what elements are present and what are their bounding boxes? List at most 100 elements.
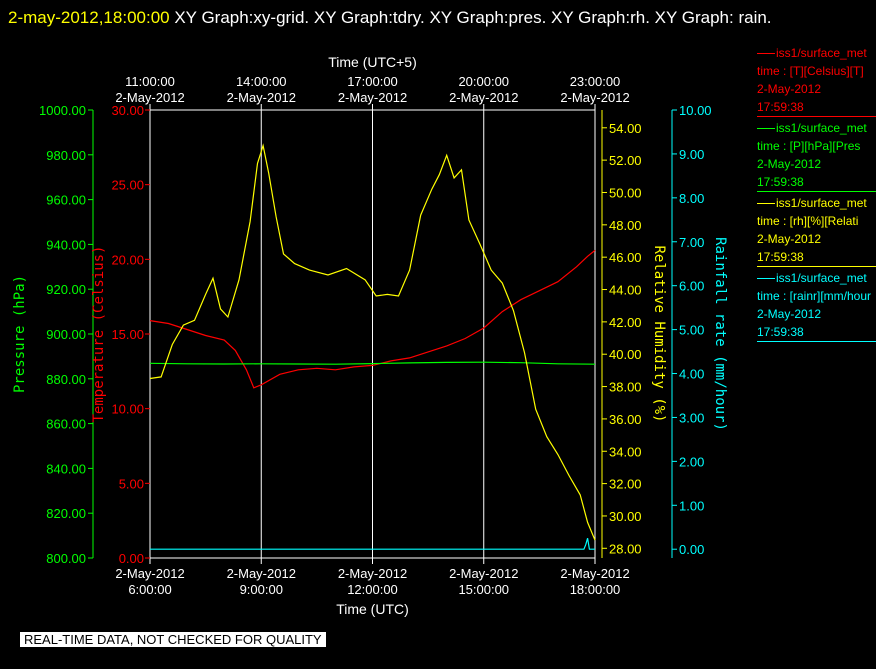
y-tick-label-rain: 5.00	[679, 323, 704, 338]
legend-header: iss1/surface_met	[757, 119, 876, 137]
y-tick-label-tdry: 30.00	[111, 103, 144, 118]
x-bottom-tick-date: 2-May-2012	[115, 566, 184, 581]
x-top-tick-time: 17:00:00	[347, 74, 398, 89]
x-top-tick-date: 2-May-2012	[560, 90, 629, 105]
x-bottom-tick-date: 2-May-2012	[449, 566, 518, 581]
y-axis-title-pres: Pressure (hPa)	[12, 275, 28, 393]
y-tick-label-rh: 38.00	[609, 380, 642, 395]
legend-name: iss1/surface_met	[776, 271, 867, 285]
x-bottom-tick-date: 2-May-2012	[338, 566, 407, 581]
legend-swatch	[757, 203, 775, 205]
legend-name: iss1/surface_met	[776, 196, 867, 210]
y-tick-label-rain: 9.00	[679, 147, 704, 162]
y-tick-label-rh: 48.00	[609, 218, 642, 233]
x-top-tick-date: 2-May-2012	[227, 90, 296, 105]
x-top-tick-time: 20:00:00	[458, 74, 509, 89]
legend-time: 17:59:38	[757, 325, 804, 339]
x-bottom-tick-time: 18:00:00	[570, 582, 621, 597]
quality-disclaimer: REAL-TIME DATA, NOT CHECKED FOR QUALITY	[20, 632, 326, 647]
legend-header: iss1/surface_met	[757, 194, 876, 212]
y-tick-label-pres: 900.00	[46, 327, 86, 342]
legend-date: 2-May-2012	[757, 232, 822, 246]
x-top-tick-date: 2-May-2012	[338, 90, 407, 105]
header-graph-list: XY Graph:xy-grid. XY Graph:tdry. XY Grap…	[174, 8, 772, 27]
y-axis-title-rh: Relative Humidity (%)	[651, 245, 667, 422]
y-tick-label-rh: 46.00	[609, 250, 642, 265]
legend-units: time : [P][hPa][Pres	[757, 139, 861, 153]
series-line-pres	[149, 361, 596, 365]
y-tick-label-rain: 0.00	[679, 542, 704, 557]
y-tick-label-rain: 4.00	[679, 367, 704, 382]
x-bottom-tick-time: 12:00:00	[347, 582, 398, 597]
legend-date: 2-May-2012	[757, 307, 822, 321]
y-tick-label-pres: 860.00	[46, 417, 86, 432]
legend-time: 17:59:38	[757, 100, 804, 114]
y-tick-label-rh: 54.00	[609, 121, 642, 136]
y-tick-label-rain: 3.00	[679, 410, 704, 425]
x-bottom-tick-time: 9:00:00	[240, 582, 283, 597]
y-tick-label-tdry: 10.00	[111, 402, 144, 417]
y-tick-label-rh: 50.00	[609, 185, 642, 200]
legend-date: 2-May-2012	[757, 82, 822, 96]
header-timestamp: 2-may-2012,18:00:00	[8, 8, 170, 27]
legend-entry: iss1/surface_met time : [T][Celsius][T] 2-…	[757, 44, 876, 117]
x-bottom-tick-time: 15:00:00	[458, 582, 509, 597]
x-bottom-tick-date: 2-May-2012	[560, 566, 629, 581]
y-tick-label-tdry: 20.00	[111, 252, 144, 267]
y-tick-label-rain: 10.00	[679, 103, 712, 118]
legend-name: iss1/surface_met	[776, 121, 867, 135]
y-tick-label-pres: 980.00	[46, 148, 86, 163]
legend-swatch	[757, 128, 775, 130]
x-top-tick-date: 2-May-2012	[449, 90, 518, 105]
legend-units: time : [rainr][mm/hour	[757, 289, 872, 303]
x-top-tick-time: 11:00:00	[125, 74, 175, 89]
x-top-tick-date: 2-May-2012	[115, 90, 184, 105]
series-line-rh	[149, 143, 596, 541]
legend-name: iss1/surface_met	[776, 46, 867, 60]
y-tick-label-rh: 34.00	[609, 444, 642, 459]
y-tick-label-rain: 7.00	[679, 235, 704, 250]
legend-swatch	[757, 278, 775, 280]
y-tick-label-pres: 940.00	[46, 237, 86, 252]
series-line-rain	[150, 538, 595, 550]
x-bottom-axis-label: Time (UTC)	[336, 601, 409, 617]
legend-time: 17:59:38	[757, 175, 804, 189]
legend-swatch	[757, 53, 775, 55]
y-tick-label-pres: 960.00	[46, 193, 86, 208]
y-tick-label-rh: 44.00	[609, 283, 642, 298]
y-tick-label-rain: 2.00	[679, 454, 704, 469]
series-line-tdry	[149, 249, 596, 389]
x-bottom-tick-time: 6:00:00	[128, 582, 171, 597]
y-tick-label-rain: 8.00	[679, 191, 704, 206]
x-bottom-tick-date: 2-May-2012	[227, 566, 296, 581]
y-tick-label-tdry: 25.00	[111, 178, 144, 193]
y-tick-label-rain: 6.00	[679, 279, 704, 294]
y-tick-label-pres: 800.00	[46, 551, 86, 566]
y-tick-label-tdry: 5.00	[119, 476, 144, 491]
y-axis-title-tdry: Temperature (Celsius)	[91, 245, 107, 422]
x-top-tick-time: 14:00:00	[236, 74, 287, 89]
y-axis-title-rain: Rainfall rate (mm/hour)	[712, 237, 728, 431]
legend-header: iss1/surface_met	[757, 269, 876, 287]
legend-header: iss1/surface_met	[757, 44, 876, 62]
y-tick-label-rh: 42.00	[609, 315, 642, 330]
y-tick-label-tdry: 15.00	[111, 327, 144, 342]
y-tick-label-pres: 920.00	[46, 282, 86, 297]
y-tick-label-rh: 30.00	[609, 509, 642, 524]
legend-units: time : [rh][%][Relati	[757, 214, 859, 228]
legend-date: 2-May-2012	[757, 157, 822, 171]
y-tick-label-rh: 32.00	[609, 477, 642, 492]
y-tick-label-rh: 40.00	[609, 347, 642, 362]
y-tick-label-tdry: 0.00	[119, 551, 144, 566]
y-tick-label-rh: 52.00	[609, 153, 642, 168]
x-top-axis-label: Time (UTC+5)	[328, 54, 417, 70]
legend-time: 17:59:38	[757, 250, 804, 264]
y-tick-label-pres: 840.00	[46, 461, 86, 476]
x-top-tick-time: 23:00:00	[570, 74, 621, 89]
legend: iss1/surface_met time : [T][Celsius][T] 2-…	[757, 44, 876, 344]
y-tick-label-pres: 880.00	[46, 372, 86, 387]
